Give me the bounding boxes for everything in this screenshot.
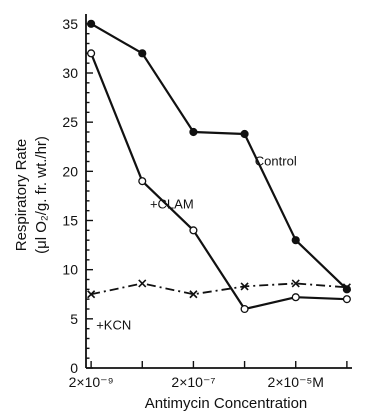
x-axis-title: Antimycin Concentration (145, 395, 308, 412)
data-point (240, 129, 249, 139)
series-label: Control (255, 153, 297, 168)
x-axis-ticks: 2×10⁻⁹ 2×10⁻⁷ 2×10⁻⁵M (69, 361, 348, 390)
data-point (240, 282, 249, 291)
data-point (87, 290, 96, 299)
data-point (138, 279, 147, 288)
y-tick-label: 10 (62, 262, 78, 278)
series-layer (87, 19, 351, 314)
y-axis-title-line2: (μl O₂/g. fr. wt./hr) (33, 136, 50, 254)
series-line (90, 52, 347, 311)
annotation-layer: Control +CLAM +KCN (96, 153, 297, 332)
plot-area (85, 14, 352, 369)
data-point (291, 293, 300, 302)
y-tick-label: 35 (62, 16, 78, 32)
x-tick-label: 2×10⁻⁵M (268, 374, 324, 390)
data-point (138, 177, 147, 186)
y-tick-label: 0 (70, 360, 78, 376)
y-tick-label: 25 (62, 114, 78, 130)
data-point (189, 290, 198, 299)
data-point (189, 127, 198, 137)
data-point (342, 285, 351, 294)
data-point (342, 283, 351, 292)
data-point (189, 226, 198, 235)
data-point (291, 236, 300, 245)
series-clam (87, 49, 351, 314)
series-label: +KCN (96, 318, 131, 333)
data-point (138, 49, 147, 58)
y-axis-ticks: 0 5 10 15 20 25 30 35 (62, 16, 93, 376)
data-point (240, 304, 249, 314)
y-tick-label: 20 (62, 163, 78, 179)
y-tick-label: 15 (62, 213, 78, 229)
series-label: +CLAM (150, 197, 194, 212)
data-point (342, 295, 351, 304)
data-point (87, 49, 96, 58)
y-tick-label: 5 (70, 311, 78, 327)
x-tick-label: 2×10⁻⁷ (171, 374, 215, 390)
series-control (87, 19, 351, 294)
x-tick-label: 2×10⁻⁹ (69, 374, 114, 390)
y-tick-label: 30 (62, 65, 78, 81)
data-point (87, 19, 96, 28)
series-line (90, 282, 347, 296)
y-axis-title-line1: Respiratory Rate (13, 139, 30, 252)
series-kcn (87, 279, 351, 299)
series-line (90, 22, 348, 291)
data-point (291, 279, 300, 288)
